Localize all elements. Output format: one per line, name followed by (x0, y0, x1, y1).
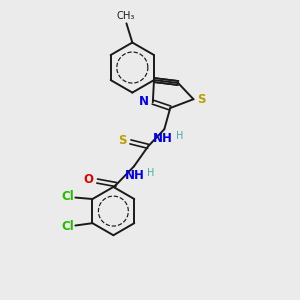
Text: CH₃: CH₃ (117, 11, 135, 21)
Text: NH: NH (124, 169, 145, 182)
Text: NH: NH (153, 132, 173, 145)
Text: H: H (176, 131, 183, 141)
Text: S: S (197, 93, 206, 106)
Text: Cl: Cl (61, 220, 74, 233)
Text: N: N (139, 95, 149, 108)
Text: O: O (84, 173, 94, 186)
Text: S: S (118, 134, 127, 147)
Text: H: H (147, 168, 154, 178)
Text: Cl: Cl (61, 190, 74, 203)
